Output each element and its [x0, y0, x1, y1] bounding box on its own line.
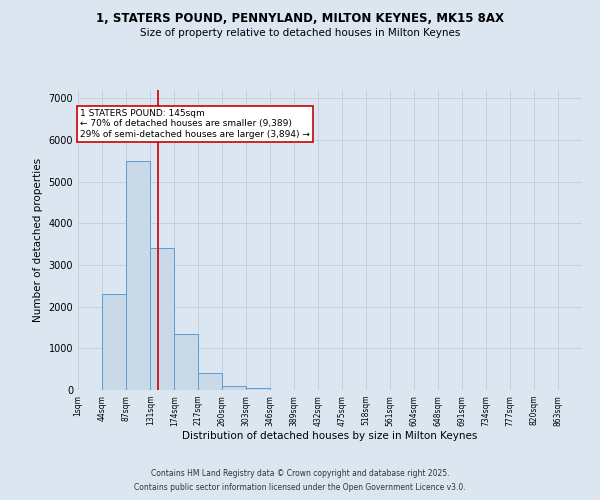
Bar — [126, 161, 150, 390]
Text: Contains HM Land Registry data © Crown copyright and database right 2025.: Contains HM Land Registry data © Crown c… — [151, 468, 449, 477]
Bar — [102, 294, 126, 390]
Text: 1, STATERS POUND, PENNYLAND, MILTON KEYNES, MK15 8AX: 1, STATERS POUND, PENNYLAND, MILTON KEYN… — [96, 12, 504, 26]
Text: 1 STATERS POUND: 145sqm
← 70% of detached houses are smaller (9,389)
29% of semi: 1 STATERS POUND: 145sqm ← 70% of detache… — [80, 109, 310, 138]
Bar — [175, 334, 198, 390]
Bar — [198, 374, 222, 390]
Bar — [151, 248, 175, 390]
Y-axis label: Number of detached properties: Number of detached properties — [33, 158, 43, 322]
Text: Contains public sector information licensed under the Open Government Licence v3: Contains public sector information licen… — [134, 484, 466, 492]
Bar — [222, 386, 246, 390]
Text: Size of property relative to detached houses in Milton Keynes: Size of property relative to detached ho… — [140, 28, 460, 38]
X-axis label: Distribution of detached houses by size in Milton Keynes: Distribution of detached houses by size … — [182, 432, 478, 442]
Bar — [246, 388, 270, 390]
